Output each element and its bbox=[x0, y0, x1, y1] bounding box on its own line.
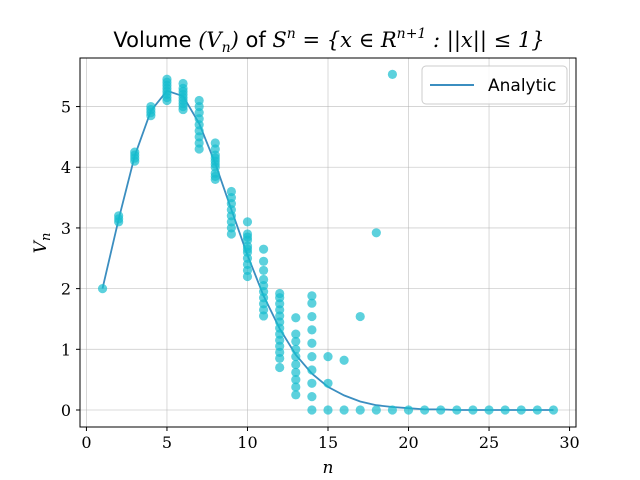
sample-point bbox=[258, 274, 269, 285]
sample-point bbox=[291, 367, 301, 377]
grid bbox=[80, 58, 576, 427]
sample-point bbox=[468, 405, 478, 415]
sample-point bbox=[355, 405, 365, 415]
scatter-layer bbox=[97, 69, 559, 415]
y-tick-label: 3 bbox=[61, 219, 71, 238]
sample-point bbox=[307, 325, 317, 335]
y-tick-label: 4 bbox=[61, 158, 71, 177]
sample-point bbox=[339, 405, 349, 415]
sample-point bbox=[307, 405, 317, 415]
sample-point bbox=[323, 378, 333, 388]
sample-point bbox=[210, 138, 220, 148]
sample-point bbox=[387, 69, 398, 79]
x-tick-label: 10 bbox=[237, 433, 257, 452]
sample-point bbox=[323, 405, 333, 415]
legend: Analytic bbox=[421, 65, 568, 105]
sample-point bbox=[114, 211, 124, 221]
y-tick-label: 0 bbox=[61, 401, 71, 420]
sample-point bbox=[307, 311, 317, 322]
sample-point bbox=[532, 405, 542, 415]
sample-point bbox=[162, 74, 172, 84]
sample-point bbox=[226, 186, 236, 197]
sample-point bbox=[307, 365, 317, 375]
sample-point bbox=[387, 405, 398, 415]
y-tick-label: 1 bbox=[61, 340, 71, 359]
sample-point bbox=[307, 298, 317, 308]
sample-point bbox=[307, 291, 317, 301]
sample-point bbox=[548, 405, 559, 415]
sample-point bbox=[130, 147, 140, 157]
x-tick-label: 0 bbox=[81, 433, 91, 452]
sample-point bbox=[291, 359, 301, 370]
legend-label-analytic: Analytic bbox=[488, 76, 556, 96]
sample-point bbox=[242, 217, 253, 227]
sample-point bbox=[242, 229, 253, 239]
sample-point bbox=[146, 101, 156, 112]
x-tick-label: 25 bbox=[479, 433, 499, 452]
x-axis-label: n bbox=[323, 458, 334, 478]
legend-box bbox=[421, 65, 568, 105]
sample-point bbox=[258, 244, 269, 254]
sample-point bbox=[194, 95, 204, 106]
sample-point bbox=[436, 405, 446, 415]
sample-point bbox=[516, 405, 526, 415]
sample-point bbox=[307, 378, 317, 388]
chart-title: Volume (Vn) of Sn = {x ∈ Rn+1 : ||x|| ≤ … bbox=[113, 26, 544, 56]
sample-point bbox=[291, 313, 301, 323]
sample-point bbox=[500, 405, 510, 415]
sample-point bbox=[371, 405, 381, 415]
y-tick-label: 5 bbox=[61, 98, 71, 117]
sample-point bbox=[307, 351, 317, 362]
sample-point bbox=[307, 392, 317, 402]
sample-point bbox=[452, 405, 462, 415]
sample-point bbox=[339, 355, 349, 365]
sample-point bbox=[275, 288, 285, 299]
sample-point bbox=[484, 405, 494, 415]
sample-point bbox=[178, 78, 188, 89]
y-axis-label: Vn bbox=[31, 233, 54, 254]
sample-point bbox=[291, 375, 301, 385]
sample-point bbox=[291, 390, 301, 400]
sample-point bbox=[403, 405, 414, 415]
sample-point bbox=[307, 338, 317, 348]
sample-point bbox=[275, 362, 285, 373]
sample-point bbox=[97, 284, 108, 294]
x-tick-label: 5 bbox=[162, 433, 172, 452]
sample-point bbox=[323, 351, 333, 362]
y-tick-label: 2 bbox=[61, 280, 71, 299]
ticks: 0 5 10 15 20 25 30 0 1 2 3 4 5 bbox=[61, 98, 580, 452]
x-tick-label: 15 bbox=[318, 433, 338, 452]
sample-point bbox=[291, 344, 301, 354]
sample-point bbox=[371, 228, 381, 238]
sample-point bbox=[258, 265, 269, 276]
sample-point bbox=[291, 382, 301, 392]
sample-point bbox=[258, 256, 269, 266]
sample-point bbox=[291, 329, 301, 339]
x-tick-label: 20 bbox=[398, 433, 418, 452]
sample-point bbox=[291, 351, 301, 362]
sample-point bbox=[420, 405, 430, 415]
sample-point bbox=[291, 336, 301, 347]
x-tick-label: 30 bbox=[559, 433, 579, 452]
sample-point bbox=[355, 311, 365, 322]
